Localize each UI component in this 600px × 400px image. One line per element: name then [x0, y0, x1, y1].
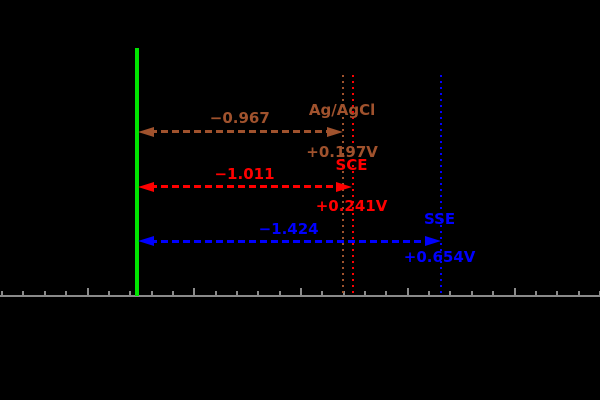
axis-minor-tick: [492, 291, 495, 295]
axis-minor-tick: [449, 291, 452, 295]
arrowhead-left-icon: [137, 181, 154, 192]
reference-name-label-agagcl: Ag/AgCl: [308, 100, 376, 119]
arrowhead-right-icon: [327, 126, 344, 137]
axis-minor-tick: [129, 291, 132, 295]
axis-major-tick: [86, 288, 89, 295]
offset-value-label-sce: −1.011: [214, 164, 275, 183]
axis-minor-tick: [577, 291, 580, 295]
axis-major-tick: [513, 288, 516, 295]
arrow-shaft: [149, 185, 341, 188]
axis-minor-tick: [385, 291, 388, 295]
axis-minor-tick: [150, 291, 153, 295]
axis-minor-tick: [321, 291, 324, 295]
axis-minor-tick: [428, 291, 431, 295]
reference-potential-label-agagcl: +0.197V: [306, 142, 378, 161]
arrowhead-right-icon: [424, 236, 441, 246]
reference-vline-sse: [439, 75, 442, 296]
arrowhead-left-icon: [137, 126, 154, 137]
axis-minor-tick: [470, 291, 473, 295]
offset-arrow-agagcl: [137, 126, 344, 137]
axis-major-tick: [193, 288, 196, 295]
offset-value-label-sse: −1.424: [258, 219, 319, 238]
reference-name-label-sce: SCE: [335, 155, 368, 174]
axis-minor-tick: [1, 291, 4, 295]
reference-potential-label-sce: +0.241V: [315, 196, 388, 215]
axis-minor-tick: [22, 291, 25, 295]
axis-minor-tick: [598, 291, 600, 295]
offset-arrow-sse: [137, 236, 441, 246]
axis-minor-tick: [257, 291, 260, 295]
offset-arrow-sce: [137, 181, 353, 192]
arrowhead-left-icon: [137, 236, 154, 246]
arrow-shaft: [149, 130, 332, 133]
axis-major-tick: [406, 288, 409, 295]
offset-value-label-agagcl: −0.967: [209, 108, 270, 127]
axis-minor-tick: [107, 291, 110, 295]
axis-minor-tick: [235, 291, 238, 295]
axis-minor-tick: [171, 291, 174, 295]
axis-minor-tick: [214, 291, 217, 295]
measured-potential-line: [134, 48, 139, 296]
axis-minor-tick: [534, 291, 537, 295]
arrowhead-right-icon: [336, 181, 353, 192]
axis-minor-tick: [364, 291, 367, 295]
reference-name-label-sse: SSE: [424, 209, 456, 228]
axis-minor-tick: [278, 291, 281, 295]
reference-potential-label-sse: +0.654V: [403, 247, 476, 266]
axis-major-tick: [300, 288, 302, 295]
axis-minor-tick: [43, 291, 46, 295]
axis-minor-tick: [556, 291, 559, 295]
axis-minor-tick: [65, 291, 68, 295]
arrow-shaft: [149, 239, 429, 243]
reference-vline-sce: [351, 75, 354, 296]
x-axis-line: [0, 295, 600, 297]
